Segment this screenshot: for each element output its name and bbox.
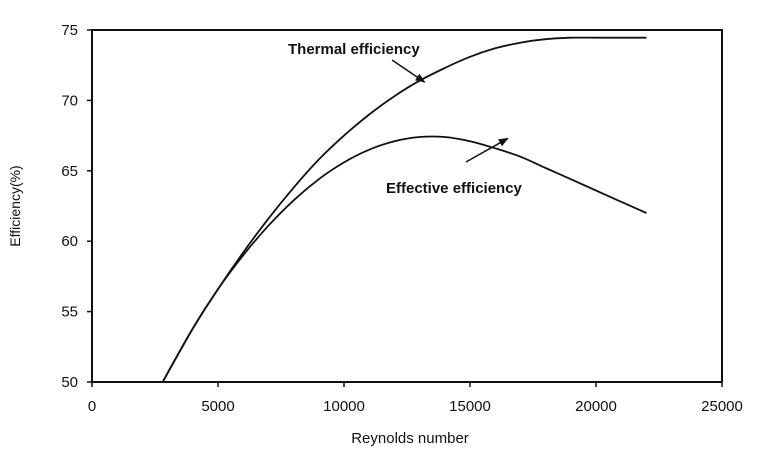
series-line-effective-efficiency: [161, 135, 647, 383]
x-axis-label: Reynolds number: [351, 430, 469, 447]
annotation-layer: Thermal efficiency Effective efficiency: [288, 41, 523, 197]
x-tick-label: 5000: [201, 398, 234, 415]
y-tick-label: 70: [61, 92, 78, 109]
series-layer: [161, 36, 647, 383]
annotation-arrow-thermal-efficiency: [391, 59, 426, 83]
plot-area-frame: [91, 29, 723, 383]
x-tick-label: 0: [88, 398, 96, 415]
x-tick-label: 15000: [449, 398, 491, 415]
y-tick-label: 55: [61, 304, 78, 321]
y-axis-ticks: 50 55 60 65 70 75: [61, 22, 92, 391]
y-tick-label: 65: [61, 163, 78, 180]
series-line-thermal-efficiency: [161, 36, 647, 383]
y-tick-label: 75: [61, 22, 78, 39]
annotation-arrow-effective-efficiency: [465, 137, 509, 163]
x-tick-label: 10000: [323, 398, 365, 415]
y-axis-label: Efficiency(%): [7, 165, 23, 246]
annotation-effective-efficiency: Effective efficiency: [386, 180, 523, 197]
x-tick-label: 20000: [575, 398, 617, 415]
x-axis-ticks: 0 5000 10000 15000 20000 25000: [88, 382, 743, 415]
annotation-thermal-efficiency: Thermal efficiency: [288, 41, 420, 58]
x-tick-label: 25000: [701, 398, 743, 415]
y-tick-label: 50: [61, 374, 78, 391]
y-tick-label: 60: [61, 233, 78, 250]
